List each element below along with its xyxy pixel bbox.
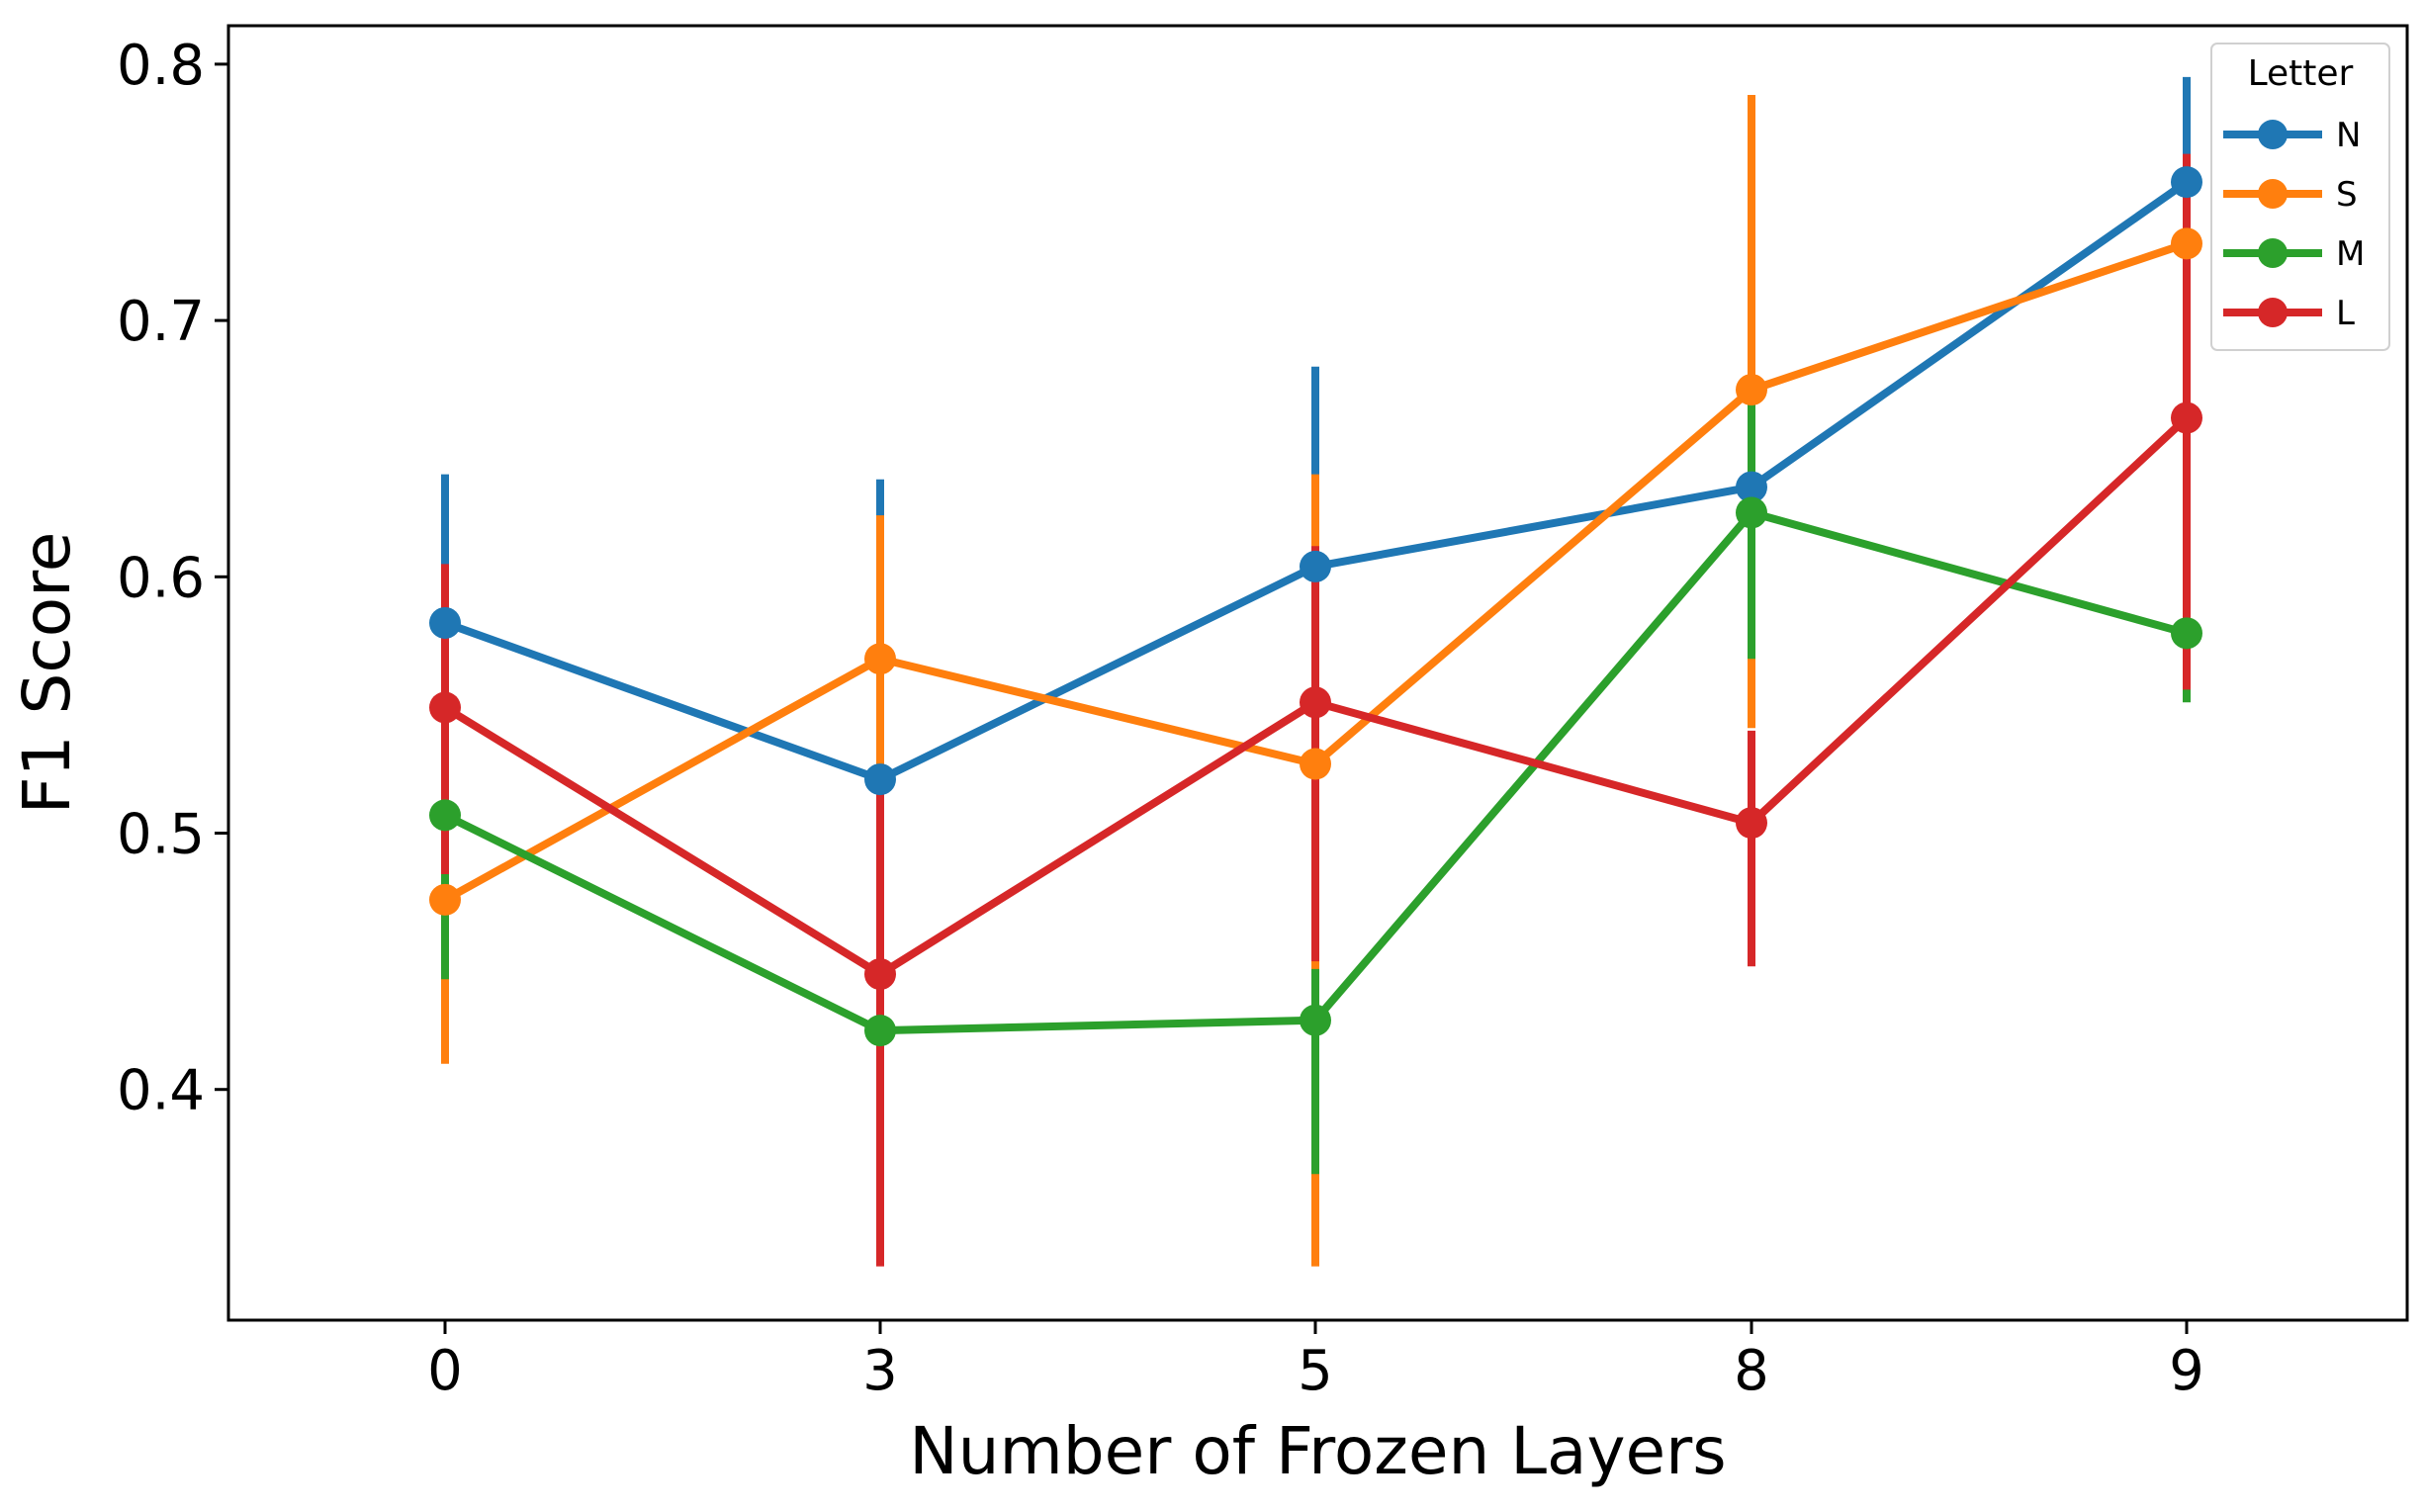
x-axis-title: Number of Frozen Layers bbox=[909, 1413, 1726, 1489]
point-s bbox=[2171, 227, 2202, 260]
legend-label-m: M bbox=[2336, 234, 2365, 274]
plot-frame bbox=[226, 24, 2409, 1322]
error-bars bbox=[441, 76, 2191, 1267]
x-tick-label: 8 bbox=[1734, 1339, 1769, 1403]
point-s bbox=[429, 883, 461, 916]
point-m bbox=[864, 1015, 896, 1047]
y-tick-label: 0.6 bbox=[117, 546, 205, 610]
x-tick-label: 5 bbox=[1298, 1339, 1333, 1403]
y-tick-label: 0.5 bbox=[117, 803, 205, 867]
y-tick-label: 0.8 bbox=[117, 34, 205, 98]
legend-label-s: S bbox=[2336, 175, 2358, 215]
point-s bbox=[1736, 374, 1767, 406]
x-tick-label: 0 bbox=[427, 1339, 463, 1403]
y-tick-label: 0.7 bbox=[117, 290, 205, 354]
point-n bbox=[1736, 471, 1767, 503]
legend-title: Letter bbox=[2248, 53, 2354, 94]
legend-marker-l bbox=[2258, 298, 2288, 327]
y-tick-label: 0.4 bbox=[117, 1059, 205, 1123]
y-axis-title: F1 Score bbox=[9, 532, 85, 815]
x-tick-label: 9 bbox=[2169, 1339, 2204, 1403]
point-l bbox=[2171, 401, 2202, 434]
point-l bbox=[1300, 686, 1331, 719]
point-m bbox=[1736, 496, 1767, 529]
legend-marker-n bbox=[2258, 120, 2288, 149]
point-l bbox=[864, 958, 896, 991]
point-s bbox=[1300, 748, 1331, 780]
point-m bbox=[2171, 617, 2202, 650]
point-n bbox=[864, 763, 896, 796]
point-l bbox=[429, 691, 461, 724]
point-n bbox=[429, 606, 461, 639]
legend-label-n: N bbox=[2336, 116, 2361, 155]
legend-marker-m bbox=[2258, 238, 2288, 268]
point-m bbox=[1300, 1004, 1331, 1036]
series-points bbox=[429, 166, 2202, 1047]
x-tick-label: 3 bbox=[862, 1339, 898, 1403]
point-n bbox=[2171, 166, 2202, 199]
point-l bbox=[1736, 807, 1767, 840]
point-n bbox=[1300, 550, 1331, 582]
legend-marker-s bbox=[2258, 179, 2288, 209]
point-s bbox=[864, 643, 896, 675]
point-m bbox=[429, 799, 461, 832]
legend-label-l: L bbox=[2336, 294, 2355, 333]
axes: 0.4 0.5 0.6 0.7 0.8 0 3 5 8 9 bbox=[117, 34, 2204, 1403]
